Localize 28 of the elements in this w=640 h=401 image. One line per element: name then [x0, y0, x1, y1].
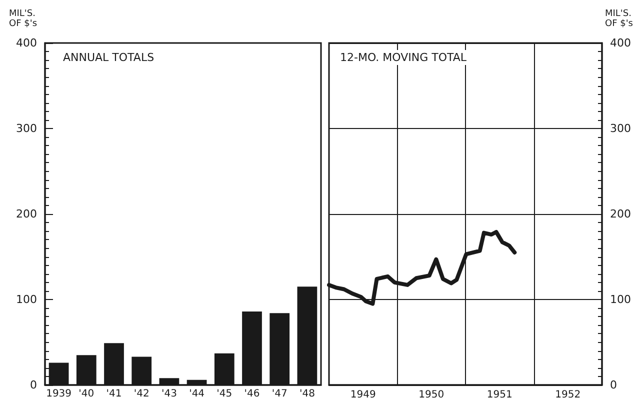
x-tick-label: '41 — [106, 388, 122, 400]
x-tick-label: '40 — [78, 388, 94, 400]
x-tick-label: '45 — [216, 388, 232, 400]
y2-axis-title: MIL'S. OF $'s — [604, 9, 634, 29]
y-tick-label: 400 — [16, 36, 37, 50]
x-tick-label: 1951 — [486, 390, 512, 400]
y2-tick-label: 200 — [610, 208, 631, 220]
x-tick-label: 1952 — [555, 390, 581, 400]
x-tick-label: '44 — [189, 388, 205, 400]
x-tick-label: '47 — [272, 388, 288, 400]
y-tick-label: 100 — [16, 293, 37, 306]
y2-tick-label: 400 — [610, 36, 631, 50]
x-tick-label: 1939 — [46, 388, 72, 400]
text: 12-MO. MOVING TOTAL — [340, 51, 468, 64]
y2-tick-label: 0 — [610, 378, 617, 392]
x-tick-label: '46 — [244, 388, 260, 400]
y-axis-title: MIL'S. OF $'s — [9, 9, 38, 29]
y-tick-label: 0 — [30, 378, 37, 392]
x-tick-label: '42 — [134, 388, 150, 400]
x-tick-label: 1949 — [350, 390, 376, 400]
y2-tick-label: 100 — [610, 293, 631, 306]
y-tick-label: 300 — [16, 122, 37, 135]
x-tick-label: '43 — [161, 388, 177, 400]
text: ANNUAL TOTALS — [63, 51, 154, 64]
x-tick-label: '48 — [299, 388, 315, 400]
y-tick-label: 200 — [16, 208, 37, 220]
y2-tick-label: 300 — [610, 122, 631, 135]
x-tick-label: 1950 — [418, 390, 444, 400]
